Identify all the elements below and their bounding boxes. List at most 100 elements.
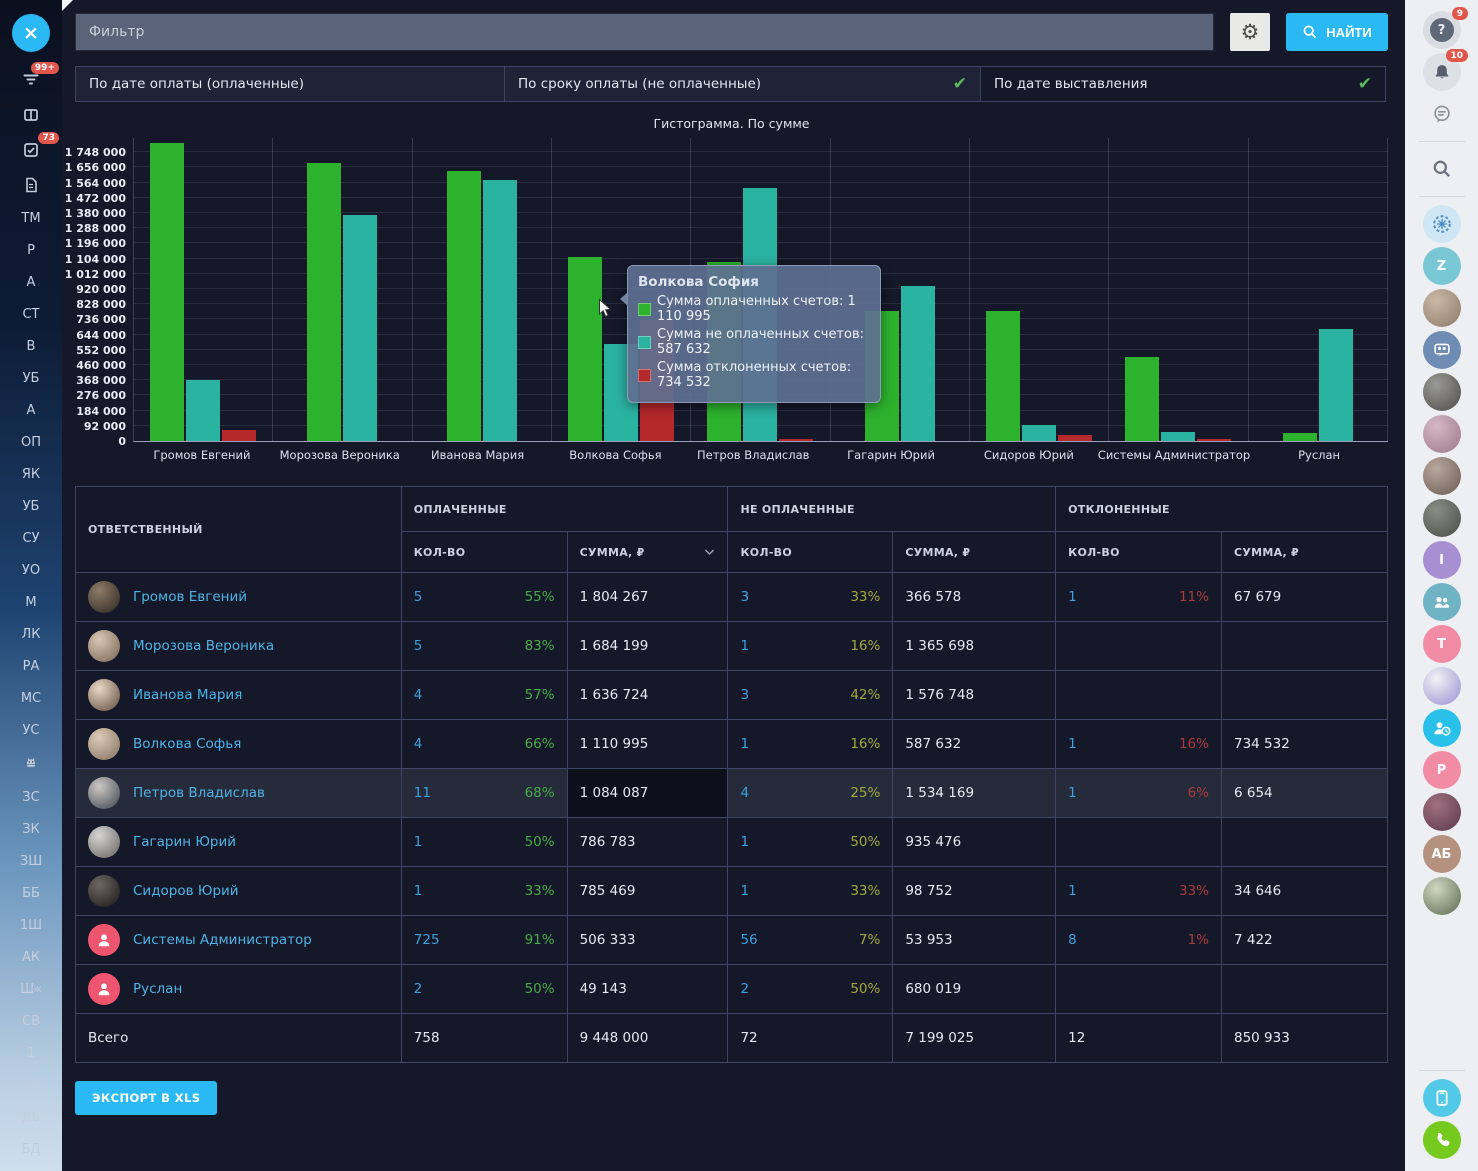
sidebar-item-а[interactable]: А <box>0 266 62 298</box>
bar-paid[interactable] <box>986 311 1020 441</box>
sidebar-item-уб[interactable]: УБ <box>0 490 62 522</box>
tab-2[interactable]: По сроку оплаты (не оплаченные)✔ <box>504 66 981 102</box>
kanban-icon[interactable] <box>0 97 62 132</box>
sidebar-item-а[interactable]: А <box>0 394 62 426</box>
bar-unpaid[interactable] <box>1022 425 1056 441</box>
sidebar-item-ст[interactable]: СТ <box>0 298 62 330</box>
bar-rejected[interactable] <box>779 439 813 441</box>
bar-unpaid[interactable] <box>483 180 517 441</box>
user-avatar[interactable] <box>1423 373 1461 411</box>
sidebar-item-р[interactable]: Р <box>0 234 62 266</box>
bar-unpaid[interactable] <box>343 215 377 441</box>
responsible-link[interactable]: Гагарин Юрий <box>133 834 236 850</box>
sidebar-item-оп[interactable]: ОП <box>0 426 62 458</box>
bar-paid[interactable] <box>447 171 481 441</box>
sidebar-item-ра[interactable]: РА <box>0 650 62 682</box>
documents-icon[interactable] <box>0 167 62 202</box>
sidebar-item-ус[interactable]: УС <box>0 714 62 746</box>
avatar-p[interactable]: P <box>1423 751 1461 789</box>
bar-unpaid[interactable] <box>901 286 935 441</box>
avatar-t[interactable]: T <box>1423 625 1461 663</box>
avatar-i[interactable]: I <box>1423 541 1461 579</box>
bar-unpaid[interactable] <box>1161 432 1195 441</box>
user-avatar[interactable] <box>1423 667 1461 705</box>
responsible-link[interactable]: Иванова Мария <box>133 687 242 703</box>
help-icon[interactable]: ?9 <box>1423 11 1461 49</box>
sidebar-item-зс[interactable]: ЗС <box>0 781 62 813</box>
responsible-link[interactable]: Сидоров Юрий <box>133 883 239 899</box>
bar-paid[interactable] <box>150 143 184 441</box>
user-avatar[interactable] <box>1423 499 1461 537</box>
sidebar-item-бд[interactable]: БД <box>0 1133 62 1165</box>
sidebar-item-лк[interactable]: ЛК <box>0 618 62 650</box>
user-avatar[interactable] <box>1423 877 1461 915</box>
mobile-call-icon[interactable] <box>1423 1079 1461 1117</box>
bar-paid[interactable] <box>1125 357 1159 441</box>
responsible-link[interactable]: Системы Администратор <box>133 932 312 948</box>
group-chat-icon[interactable] <box>1423 331 1461 369</box>
sidebar-item-уб[interactable]: УБ <box>0 362 62 394</box>
responsible-link[interactable]: Петров Владислав <box>133 785 265 801</box>
bar-paid[interactable] <box>568 257 602 441</box>
filter-settings-button[interactable]: ⚙ <box>1230 13 1270 51</box>
sort-chevron-icon[interactable] <box>704 549 715 556</box>
tab-1[interactable]: По дате оплаты (оплаченные) <box>75 66 505 102</box>
subheader-sum-sortable[interactable]: СУММА, ₽ <box>567 532 728 573</box>
search-icon[interactable] <box>1423 150 1461 188</box>
user-avatar[interactable] <box>1423 289 1461 327</box>
sidebar-item-ак[interactable]: АК <box>0 941 62 973</box>
find-button[interactable]: НАЙТИ <box>1286 13 1388 51</box>
sum-cell <box>1221 622 1387 671</box>
sidebar-item-ш«[interactable]: Ш« <box>0 973 62 1005</box>
call-icon[interactable] <box>1423 1121 1461 1159</box>
users-icon[interactable] <box>1423 583 1461 621</box>
sidebar-item-як[interactable]: ЯК <box>0 458 62 490</box>
sidebar-item-тм[interactable]: ТМ <box>0 202 62 234</box>
task-glyph <box>22 141 40 159</box>
sidebar-item-мс[interactable]: МС <box>0 682 62 714</box>
bar-unpaid[interactable] <box>186 380 220 441</box>
feedback-chat-icon[interactable] <box>1423 95 1461 133</box>
sidebar-item-1ш[interactable]: 1Ш <box>0 909 62 941</box>
responsible-link[interactable]: Волкова Софья <box>133 736 241 752</box>
notifications-icon[interactable]: 10 <box>1423 53 1461 91</box>
user-avatar[interactable] <box>1423 793 1461 831</box>
bar-rejected[interactable] <box>1197 439 1231 441</box>
responsible-link[interactable]: Морозова Вероника <box>133 638 274 654</box>
app-gear-icon[interactable] <box>1423 205 1461 243</box>
percent-value: 6% <box>1188 785 1209 801</box>
tab-3[interactable]: По дате выставления✔ <box>980 66 1386 102</box>
sidebar-item-уо[interactable]: УО <box>0 554 62 586</box>
sidebar-item-зк[interactable]: ЗК <box>0 813 62 845</box>
avatar-аб[interactable]: АБ <box>1423 835 1461 873</box>
sidebar-item-нс[interactable]: НС <box>0 1069 62 1101</box>
sidebar-item-1[interactable]: 1 <box>0 1037 62 1069</box>
empty-cell <box>1056 622 1222 671</box>
filter-input[interactable] <box>75 13 1214 51</box>
filter-icon[interactable]: 99+ <box>0 62 62 97</box>
user-avatar[interactable] <box>1423 457 1461 495</box>
sidebar-item-зш[interactable]: ЗШ <box>0 845 62 877</box>
sidebar-item-бб[interactable]: ББ <box>0 877 62 909</box>
bell-glyph <box>1432 62 1452 82</box>
sidebar-item-в[interactable]: В <box>0 330 62 362</box>
bar-rejected[interactable] <box>1058 435 1092 441</box>
qty-cell: 567% <box>728 916 893 965</box>
sidebar-item-дб[interactable]: ДБ <box>0 1101 62 1133</box>
responsible-link[interactable]: Громов Евгений <box>133 589 247 605</box>
close-menu-button[interactable]: × <box>12 14 50 52</box>
sidebar-item-м[interactable]: М <box>0 586 62 618</box>
bar-rejected[interactable] <box>222 430 256 441</box>
avatar-z[interactable]: Z <box>1423 247 1461 285</box>
export-xls-button[interactable]: ЭКСПОРТ В XLS <box>75 1081 217 1115</box>
bar-paid[interactable] <box>307 163 341 441</box>
user-avatar[interactable] <box>1423 415 1461 453</box>
bar-paid[interactable] <box>1283 433 1317 441</box>
person-clock-icon[interactable] <box>1423 709 1461 747</box>
android-icon[interactable] <box>0 746 62 781</box>
sidebar-item-св[interactable]: СВ <box>0 1005 62 1037</box>
tasks-icon[interactable]: 73 <box>0 132 62 167</box>
responsible-link[interactable]: Руслан <box>133 981 182 997</box>
sidebar-item-су[interactable]: СУ <box>0 522 62 554</box>
bar-unpaid[interactable] <box>1319 329 1353 441</box>
